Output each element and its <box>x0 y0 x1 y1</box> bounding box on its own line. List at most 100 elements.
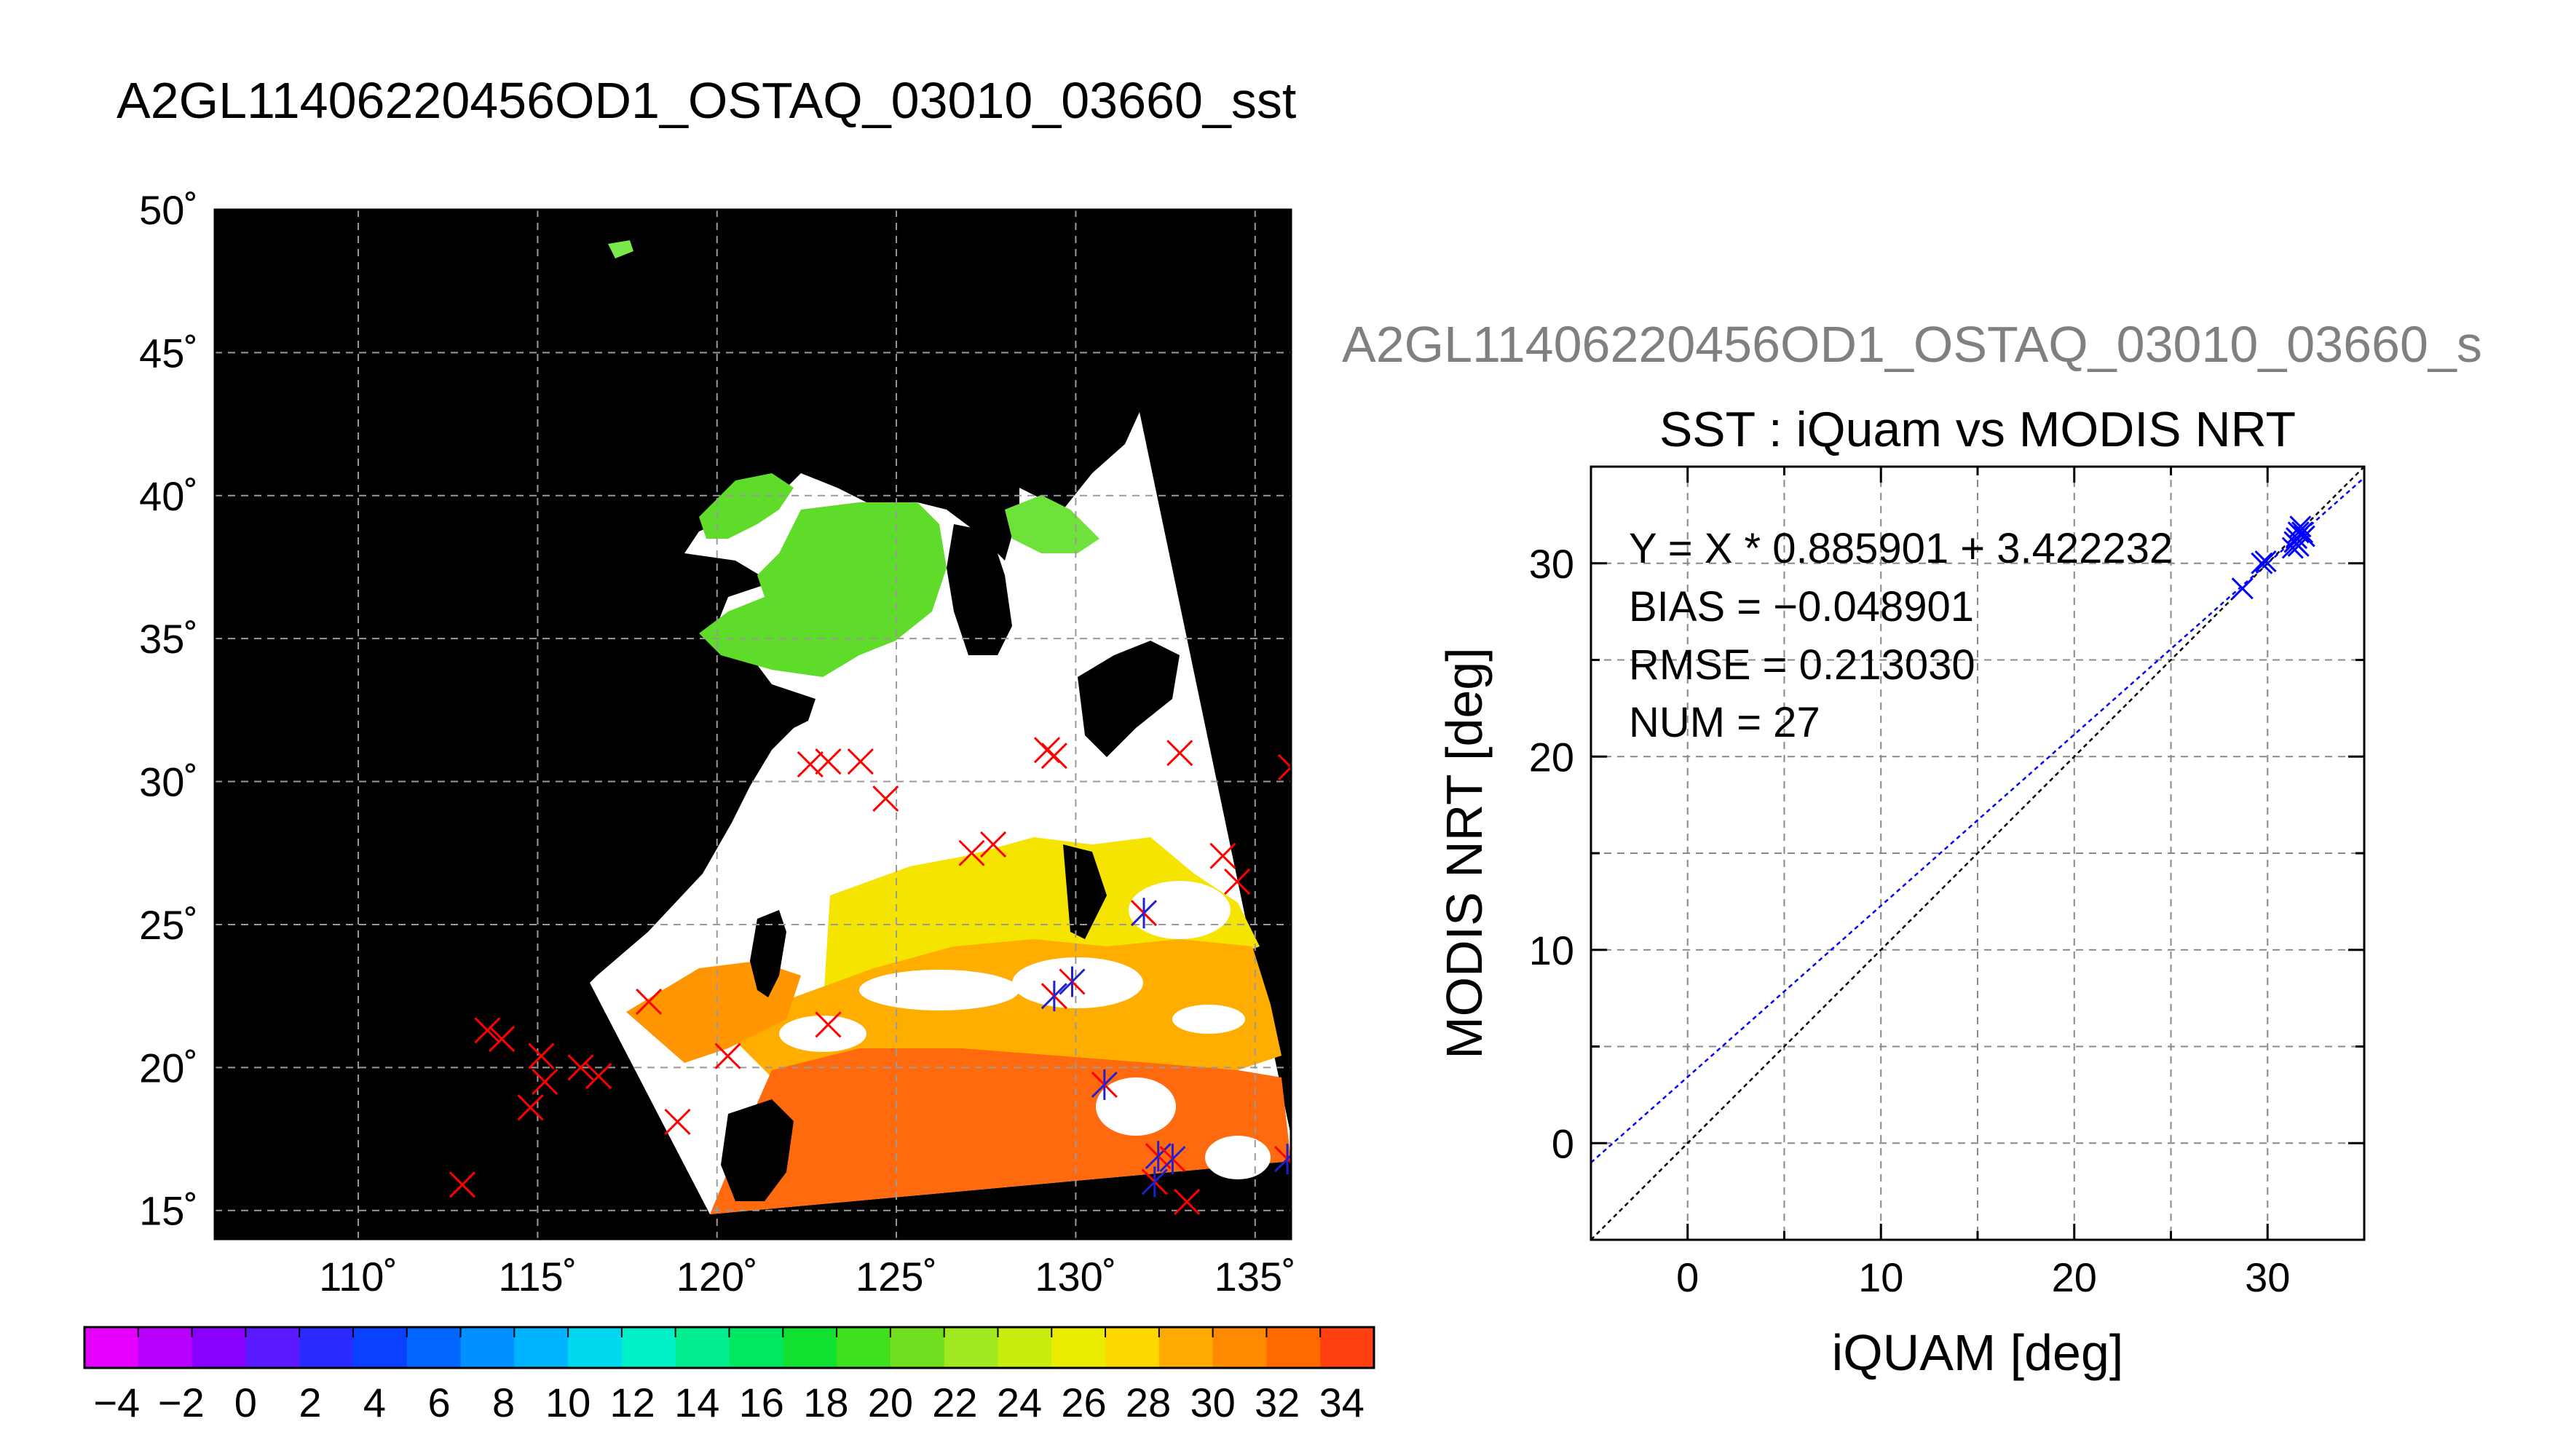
match-marker-blue <box>1159 1144 1186 1175</box>
map-lat-tick-label: 45˚ <box>139 330 198 376</box>
colorbar-segment <box>460 1327 515 1368</box>
map-tick-labels: 110˚ 115˚ 120˚ 125˚ 130˚ 135˚ 15˚ 20˚ 25˚ 30˚ 35˚ 4… <box>139 187 1296 1299</box>
map-frame <box>213 208 1292 1241</box>
scatter-y-tick-label: 30 <box>1529 541 1574 587</box>
colorbar-segment <box>1266 1327 1321 1368</box>
colorbar-segment <box>621 1327 676 1368</box>
match-marker-blue <box>1274 1144 1291 1175</box>
main-title: A2GL11406220456OD1_OSTAQ_03010_03660_sst <box>117 72 1297 129</box>
sst-map: 110˚ 115˚ 120˚ 125˚ 130˚ 135˚ 15˚ 20˚ 25˚ 30˚ 35˚ 4… <box>139 187 1296 1299</box>
colorbar-segment <box>1320 1327 1375 1368</box>
match-marker-blue <box>1059 966 1086 997</box>
map-lat-tick-label: 20˚ <box>139 1045 198 1091</box>
scatter-point <box>2287 534 2310 557</box>
map-lat-tick-label: 25˚ <box>139 902 198 948</box>
sst-green-bohai <box>699 473 794 539</box>
colorbar-segment <box>729 1327 783 1368</box>
map-lat-tick-label: 40˚ <box>139 473 198 519</box>
scatter-point <box>2251 552 2273 574</box>
colorbar-tick-label: 16 <box>739 1380 784 1425</box>
colorbar-segment <box>1158 1327 1214 1368</box>
match-marker-red <box>489 1025 516 1053</box>
match-marker-red <box>532 1068 558 1096</box>
stats-rmse: RMSE = 0.213030 <box>1629 641 1975 689</box>
scatter-point <box>2231 577 2254 600</box>
colorbar-tick-label: 28 <box>1126 1380 1171 1425</box>
scatter-x-tick-label: 20 <box>2052 1254 2097 1300</box>
scatter-y-tick-label: 10 <box>1529 927 1574 973</box>
match-marker-red <box>567 1054 594 1081</box>
match-marker-red <box>1224 868 1251 895</box>
match-marker-red <box>1277 753 1291 780</box>
scatter-x-tick-label: 30 <box>2245 1254 2290 1300</box>
map-lon-tick-label: 135˚ <box>1215 1254 1296 1299</box>
map-lat-tick-label: 30˚ <box>139 759 198 805</box>
colorbar-segment <box>998 1327 1052 1368</box>
stats-bias: BIAS = −0.048901 <box>1629 583 1974 630</box>
map-lon-tick-label: 115˚ <box>498 1254 577 1299</box>
scatter-plot: A2GL11406220456OD1_OSTAQ_03010_03660_s S… <box>1342 316 2482 1381</box>
match-marker-red <box>1040 743 1067 769</box>
match-marker-blue <box>1141 1166 1168 1198</box>
scatter-x-tick-label: 10 <box>1858 1254 1903 1300</box>
colorbar-segment <box>299 1327 354 1368</box>
colorbar-segment <box>783 1327 837 1368</box>
scatter-points <box>2231 515 2315 600</box>
match-marker-red <box>1209 842 1236 869</box>
land-luzon <box>1063 844 1107 939</box>
map-lon-tick-label: 110˚ <box>319 1254 398 1299</box>
map-markers <box>449 737 1291 1215</box>
regression-line <box>1591 477 2364 1163</box>
map-lon-tick-label: 130˚ <box>1035 1254 1116 1299</box>
scatter-ticks <box>1591 467 2364 1240</box>
match-marker-red <box>517 1094 544 1121</box>
match-marker-red <box>872 786 899 812</box>
match-marker-red <box>958 839 985 866</box>
scatter-tick-labels: 0 10 20 30 0 10 20 30 <box>1529 541 2291 1300</box>
y-axis-label: MODIS NRT [deg] <box>1436 647 1493 1059</box>
colorbar-segment <box>406 1327 462 1368</box>
match-marker-blue <box>1040 981 1067 1012</box>
colorbar-tick-label: 18 <box>803 1380 848 1425</box>
colorbar-tick-label: 12 <box>610 1380 655 1425</box>
map-lat-tick-label: 50˚ <box>139 187 198 233</box>
match-marker-red <box>636 988 663 1016</box>
colorbar-tick-label: 32 <box>1255 1380 1300 1425</box>
scatter-grid <box>1591 467 2364 1240</box>
colorbar-segment <box>1105 1327 1160 1368</box>
colorbar-tick-label: 30 <box>1190 1380 1235 1425</box>
match-marker-red <box>815 1011 842 1038</box>
map-grid <box>215 210 1291 1239</box>
scatter-file-title: A2GL11406220456OD1_OSTAQ_03010_03660_s <box>1342 316 2482 373</box>
match-marker-red <box>449 1171 476 1198</box>
colorbar-tick-label: −2 <box>158 1380 205 1425</box>
scatter-plot-area: 0 10 20 30 0 10 20 30 <box>1529 465 2366 1300</box>
identity-line <box>1591 467 2364 1240</box>
match-marker-red <box>1166 740 1193 767</box>
colorbar-segment <box>944 1327 998 1368</box>
colorbar-tick-label: 14 <box>674 1380 719 1425</box>
sst-green-north <box>608 240 633 258</box>
scatter-point <box>2291 521 2314 544</box>
match-marker-red <box>714 1042 741 1069</box>
colorbar: −4 −2 0 2 4 6 8 10 12 14 16 18 20 22 24 26 28 30 32 34 <box>83 1326 1375 1425</box>
colorbar-tick-label: 8 <box>492 1380 515 1425</box>
colorbar-tick-label: 10 <box>545 1380 591 1425</box>
match-marker-red <box>474 1017 501 1044</box>
colorbar-frame <box>83 1326 1375 1369</box>
sst-green-yellow-sea <box>699 502 947 677</box>
colorbar-segment <box>1212 1327 1267 1368</box>
match-marker-red <box>1174 1188 1201 1215</box>
colorbar-segment <box>191 1327 246 1368</box>
match-marker-red <box>815 748 842 775</box>
colorbar-tick-label: 4 <box>363 1380 386 1425</box>
colorbar-tick-label: 34 <box>1319 1380 1365 1425</box>
scatter-y-tick-label: 20 <box>1529 734 1574 780</box>
stats-fit-equation: Y = X * 0.885901 + 3.422232 <box>1629 525 2173 572</box>
colorbar-segment <box>352 1327 408 1368</box>
scatter-point <box>2293 525 2315 547</box>
match-marker-blue <box>1091 1069 1118 1100</box>
colorbar-segment <box>1051 1327 1106 1368</box>
